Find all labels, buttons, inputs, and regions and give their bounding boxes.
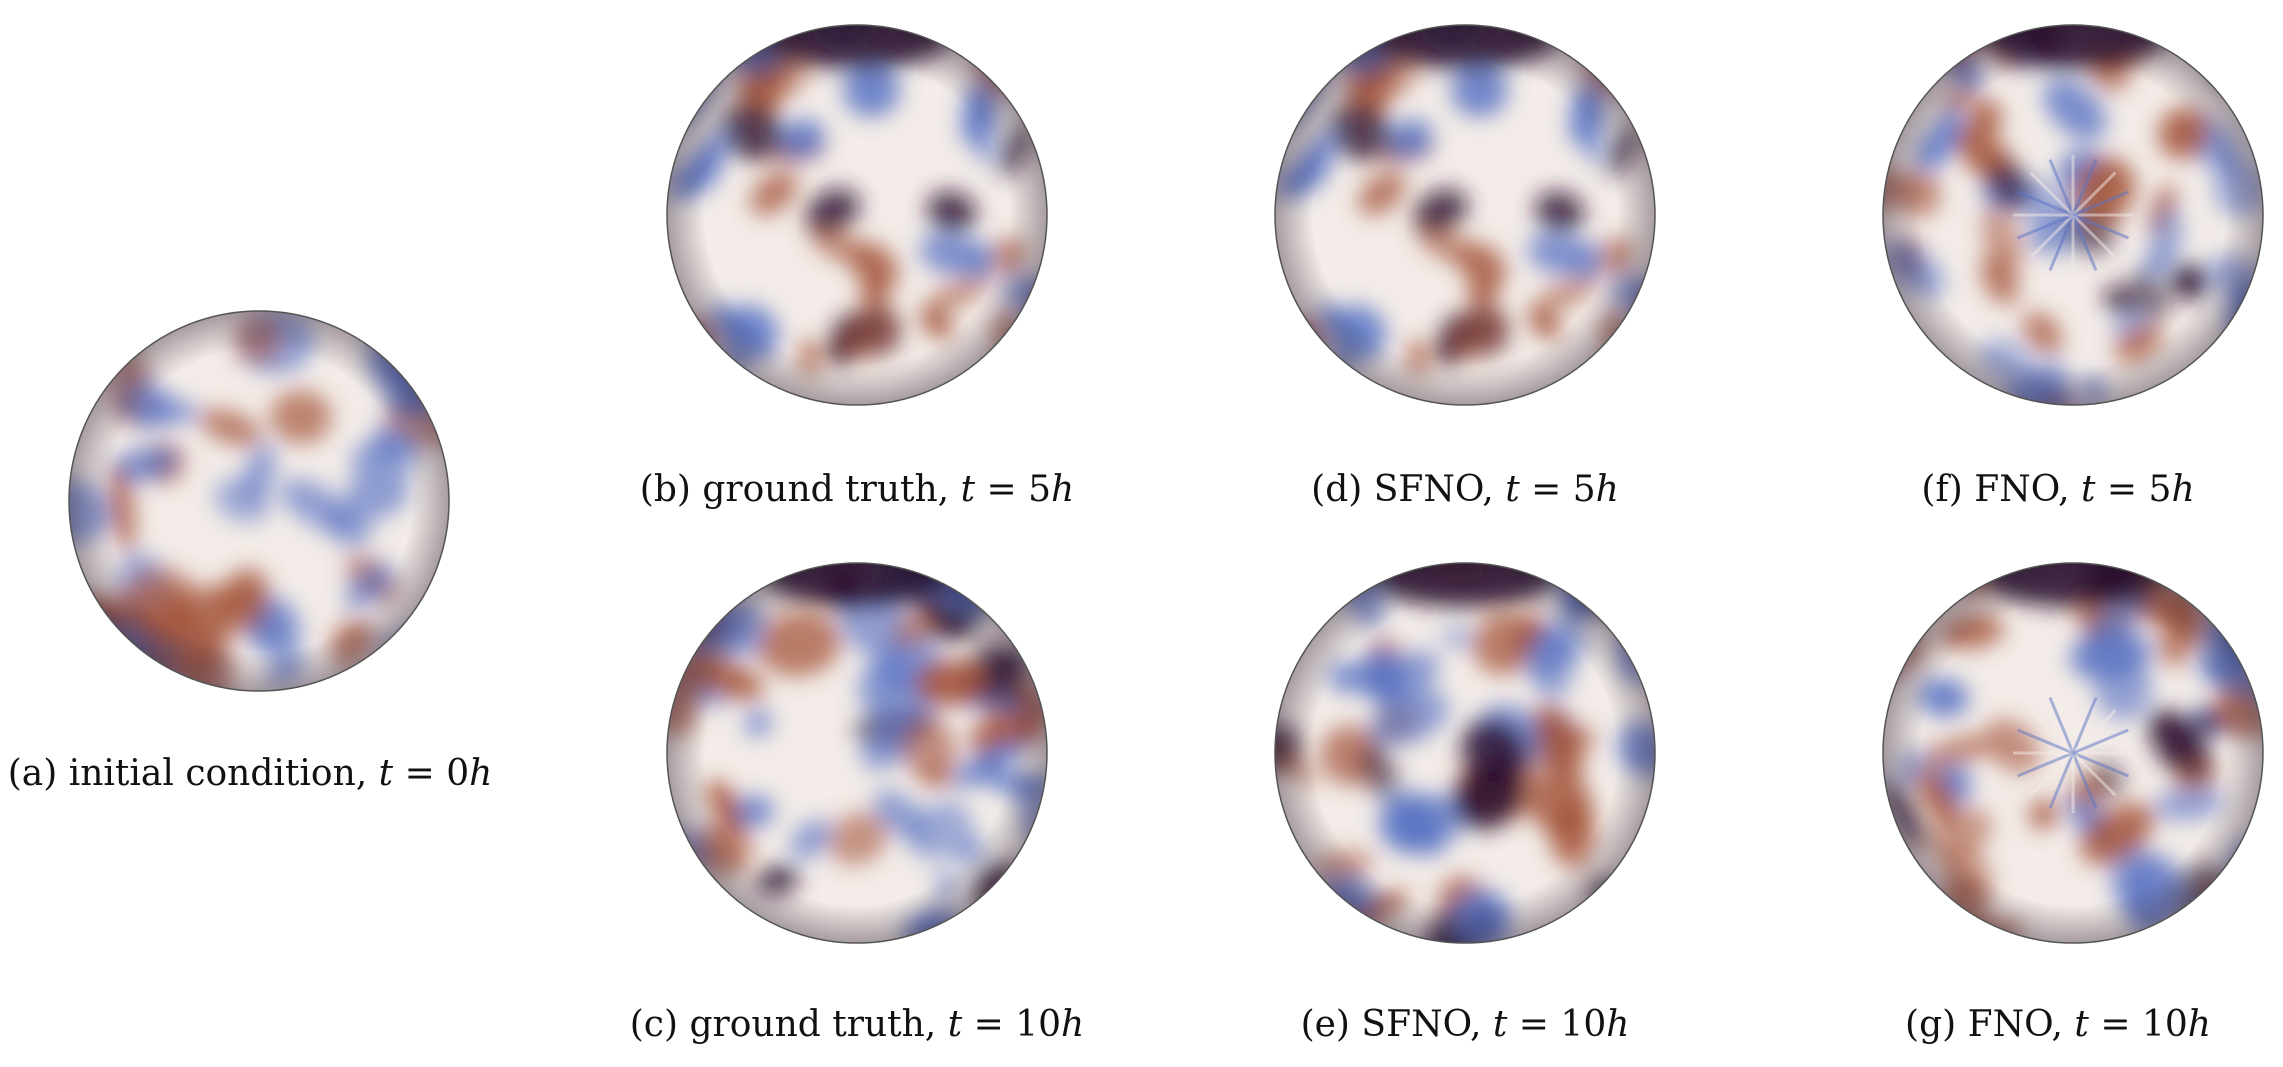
caption-f: (f) FNO, t = 5h <box>1921 469 2195 510</box>
sphere-plot-e <box>1272 560 1658 946</box>
sphere-plot-a <box>66 308 452 694</box>
field-pattern <box>1883 25 2263 405</box>
field-pattern <box>1883 563 2263 943</box>
caption-e: (e) SFNO, t = 10h <box>1300 1004 1630 1045</box>
sphere-field-c <box>666 562 1048 944</box>
field-pattern <box>69 311 449 691</box>
sphere-outline <box>68 310 450 692</box>
sphere-field-b <box>666 24 1048 406</box>
sphere-outline <box>1274 24 1656 406</box>
sphere-outline <box>1274 562 1656 944</box>
sphere-plot-g <box>1880 560 2266 946</box>
sphere-field-f <box>1882 24 2264 406</box>
caption-g: (g) FNO, t = 10h <box>1905 1004 2211 1045</box>
caption-b: (b) ground truth, t = 5h <box>639 469 1075 510</box>
caption-c: (c) ground truth, t = 10h <box>629 1004 1085 1045</box>
sphere-field-e <box>1274 562 1656 944</box>
sphere-field-d <box>1274 24 1656 406</box>
sphere-outline <box>666 24 1048 406</box>
sphere-plot-f <box>1880 22 2266 408</box>
sphere-field-a <box>68 310 450 692</box>
caption-a: (a) initial condition, t = 0h <box>7 753 493 794</box>
sphere-plot-c <box>664 560 1050 946</box>
sphere-plot-b <box>664 22 1050 408</box>
sphere-outline <box>1882 562 2264 944</box>
field-pattern <box>1275 25 1655 405</box>
sphere-plot-d <box>1272 22 1658 408</box>
caption-d: (d) SFNO, t = 5h <box>1311 469 1619 510</box>
field-pattern <box>1275 563 1655 943</box>
sphere-outline <box>1882 24 2264 406</box>
field-pattern <box>667 25 1047 405</box>
field-pattern <box>667 563 1047 943</box>
sphere-field-g <box>1882 562 2264 944</box>
sphere-outline <box>666 562 1048 944</box>
